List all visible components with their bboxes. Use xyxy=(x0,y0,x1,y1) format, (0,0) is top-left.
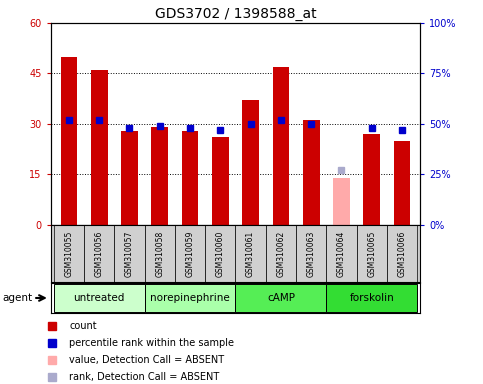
Text: untreated: untreated xyxy=(73,293,125,303)
Text: GSM310056: GSM310056 xyxy=(95,231,104,277)
Bar xyxy=(356,225,387,282)
Bar xyxy=(333,178,350,225)
Bar xyxy=(54,284,144,312)
Title: GDS3702 / 1398588_at: GDS3702 / 1398588_at xyxy=(155,7,316,21)
Bar xyxy=(144,225,175,282)
Bar xyxy=(266,225,296,282)
Bar xyxy=(212,137,228,225)
Text: GSM310064: GSM310064 xyxy=(337,231,346,277)
Bar xyxy=(144,284,236,312)
Bar xyxy=(236,225,266,282)
Bar xyxy=(242,100,259,225)
Bar xyxy=(205,225,236,282)
Text: count: count xyxy=(70,321,97,331)
Text: GSM310066: GSM310066 xyxy=(398,231,407,277)
Text: GSM310059: GSM310059 xyxy=(185,231,195,277)
Text: GSM310058: GSM310058 xyxy=(155,231,164,277)
Bar xyxy=(327,284,417,312)
Text: GSM310061: GSM310061 xyxy=(246,231,255,277)
Text: GSM310065: GSM310065 xyxy=(367,231,376,277)
Text: value, Detection Call = ABSENT: value, Detection Call = ABSENT xyxy=(70,355,225,365)
Text: GSM310063: GSM310063 xyxy=(307,231,316,277)
Bar xyxy=(363,134,380,225)
Text: rank, Detection Call = ABSENT: rank, Detection Call = ABSENT xyxy=(70,372,220,382)
Text: norepinephrine: norepinephrine xyxy=(150,293,230,303)
Bar xyxy=(236,284,327,312)
Text: agent: agent xyxy=(2,293,32,303)
Text: GSM310057: GSM310057 xyxy=(125,231,134,277)
Text: cAMP: cAMP xyxy=(267,293,295,303)
Bar xyxy=(394,141,411,225)
Bar xyxy=(54,225,84,282)
Text: percentile rank within the sample: percentile rank within the sample xyxy=(70,338,234,348)
Bar xyxy=(151,127,168,225)
Bar xyxy=(296,225,327,282)
Bar xyxy=(387,225,417,282)
Bar xyxy=(272,67,289,225)
Bar xyxy=(91,70,108,225)
Text: GSM310055: GSM310055 xyxy=(64,231,73,277)
Bar xyxy=(114,225,144,282)
Bar xyxy=(60,57,77,225)
Bar xyxy=(121,131,138,225)
Text: GSM310060: GSM310060 xyxy=(216,231,225,277)
Text: forskolin: forskolin xyxy=(349,293,394,303)
Text: GSM310062: GSM310062 xyxy=(276,231,285,277)
Bar xyxy=(303,121,320,225)
Bar xyxy=(84,225,114,282)
Bar xyxy=(327,225,356,282)
Bar xyxy=(182,131,199,225)
Bar xyxy=(175,225,205,282)
